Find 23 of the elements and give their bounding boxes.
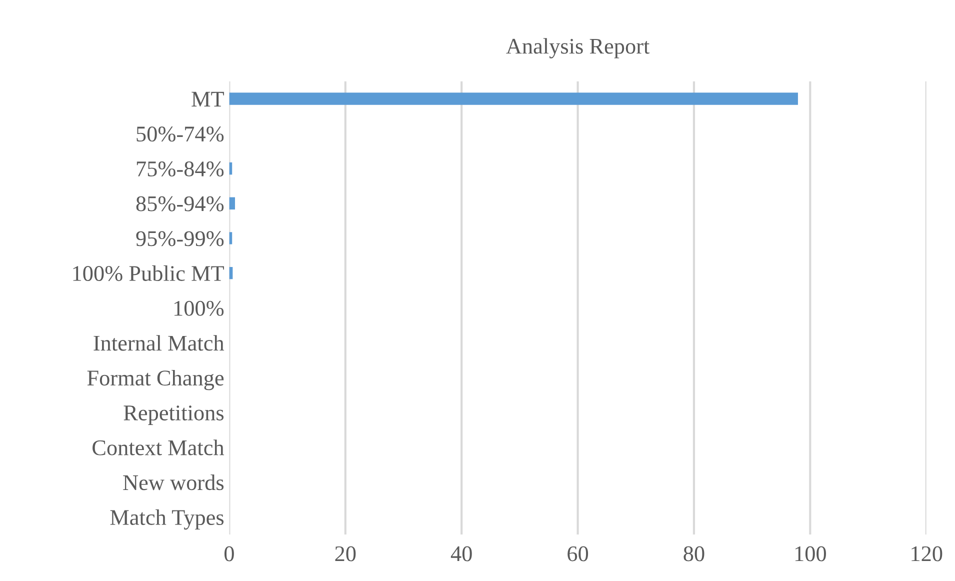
y-tick-label: 100% xyxy=(174,300,224,316)
y-tick-label: Format Change xyxy=(87,370,224,390)
x-tick-label: 40 xyxy=(450,546,472,562)
x-tick-label: 120 xyxy=(912,546,942,562)
y-tick-label: Internal Match xyxy=(94,335,224,351)
x-tick-label: 100 xyxy=(795,546,826,562)
bar xyxy=(229,197,236,210)
y-tick-label: Context Match xyxy=(92,440,224,456)
y-tick-label: 85%-94% xyxy=(136,196,224,212)
y-tick-label: 50%-74% xyxy=(136,126,224,142)
x-tick-label: 80 xyxy=(684,546,704,562)
y-tick-label: 100% Public MT xyxy=(73,265,224,282)
chart-title: Analysis Report xyxy=(506,38,650,58)
x-tick-label: 0 xyxy=(224,546,234,562)
y-tick-label: Match Types xyxy=(110,509,224,530)
y-tick-label: 95%-99% xyxy=(136,231,224,246)
x-tick-label: 20 xyxy=(335,546,356,562)
bar xyxy=(229,92,798,105)
y-tick-label: Repetitions xyxy=(124,406,224,425)
y-tick-label: 75%-84% xyxy=(136,161,224,176)
y-tick-label: MT xyxy=(192,92,224,106)
x-tick-label: 60 xyxy=(568,546,588,562)
y-tick-label: New words xyxy=(123,474,224,490)
